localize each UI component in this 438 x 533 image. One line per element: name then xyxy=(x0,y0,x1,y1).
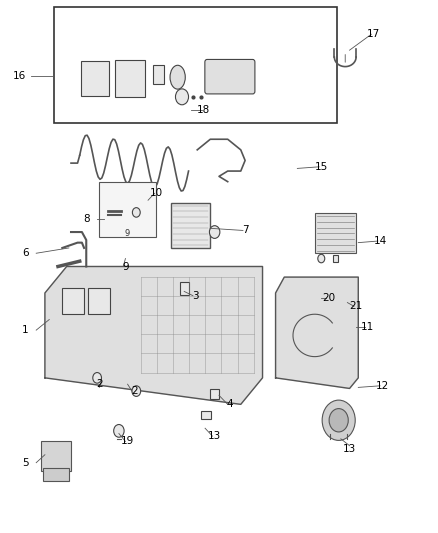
Text: 21: 21 xyxy=(350,301,363,311)
Bar xyxy=(315,214,356,253)
Circle shape xyxy=(132,386,141,397)
Bar xyxy=(62,288,84,314)
Text: 17: 17 xyxy=(367,29,380,39)
Circle shape xyxy=(209,225,220,238)
Text: 7: 7 xyxy=(242,225,248,236)
Text: 3: 3 xyxy=(192,290,198,301)
Circle shape xyxy=(176,89,188,105)
Bar xyxy=(152,65,163,84)
Text: 8: 8 xyxy=(83,214,89,224)
Bar xyxy=(43,468,69,481)
Text: 5: 5 xyxy=(22,458,28,467)
Text: 13: 13 xyxy=(208,431,221,441)
Text: 2: 2 xyxy=(96,379,102,389)
Bar xyxy=(53,7,336,123)
Text: 4: 4 xyxy=(226,399,233,409)
Text: 13: 13 xyxy=(343,445,356,455)
Text: 20: 20 xyxy=(322,293,335,303)
Circle shape xyxy=(93,373,102,383)
Text: 9: 9 xyxy=(125,229,130,238)
Text: 16: 16 xyxy=(13,70,26,80)
Circle shape xyxy=(132,208,140,217)
Text: 15: 15 xyxy=(314,162,328,172)
Text: 11: 11 xyxy=(360,322,374,333)
Bar xyxy=(180,282,188,295)
Bar xyxy=(41,441,71,471)
Text: 12: 12 xyxy=(375,381,389,391)
Text: 6: 6 xyxy=(22,248,28,259)
FancyBboxPatch shape xyxy=(205,60,255,94)
Bar xyxy=(171,203,210,248)
Text: 2: 2 xyxy=(131,386,138,396)
Bar xyxy=(81,61,109,95)
Ellipse shape xyxy=(170,65,185,89)
Text: 10: 10 xyxy=(150,188,163,198)
Circle shape xyxy=(329,409,348,432)
Text: 9: 9 xyxy=(122,262,129,271)
Bar xyxy=(88,288,110,314)
Text: 18: 18 xyxy=(197,105,210,115)
Bar xyxy=(201,411,211,419)
Polygon shape xyxy=(45,266,262,405)
Bar xyxy=(333,255,338,262)
Text: 1: 1 xyxy=(22,325,28,335)
Text: 14: 14 xyxy=(374,236,387,246)
Bar xyxy=(115,60,145,97)
Text: 19: 19 xyxy=(121,437,134,447)
Circle shape xyxy=(114,424,124,437)
Bar xyxy=(210,389,219,399)
Circle shape xyxy=(318,254,325,263)
Circle shape xyxy=(322,400,355,440)
Bar xyxy=(99,182,156,237)
Polygon shape xyxy=(276,277,358,389)
